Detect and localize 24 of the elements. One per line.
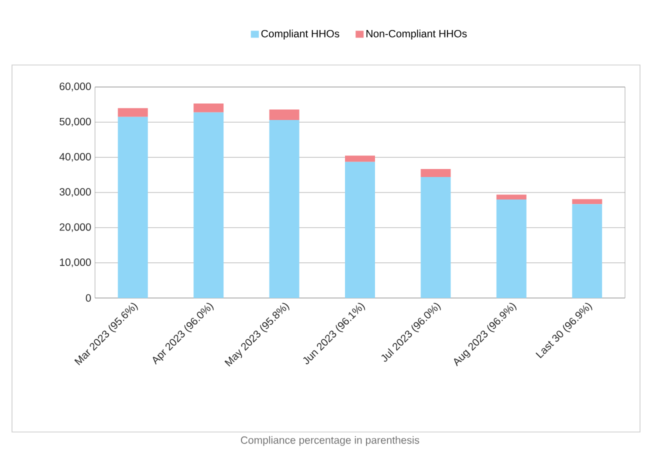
y-tick-label: 40,000 — [59, 153, 91, 162]
legend-label: Non-Compliant HHOs — [366, 30, 467, 40]
bar — [269, 110, 300, 120]
bar — [118, 108, 148, 117]
text: Compliance percentage in parenthesis — [240, 436, 420, 446]
bar — [345, 156, 376, 162]
legend-label: Compliant HHOs — [261, 30, 340, 40]
y-tick-label: 50,000 — [60, 118, 91, 127]
bar — [194, 104, 224, 112]
bar — [572, 199, 602, 204]
bar — [420, 168, 451, 178]
bar — [118, 116, 148, 298]
y-tick-label: 60,000 — [60, 82, 91, 92]
bar — [496, 194, 526, 200]
bar — [194, 112, 224, 298]
y-tick-label: 0 — [86, 294, 91, 302]
bar — [420, 177, 451, 298]
bar — [496, 200, 526, 298]
bar — [269, 120, 300, 298]
y-tick-label: 10,000 — [60, 258, 91, 268]
bar — [345, 162, 376, 298]
y-tick-label: 20,000 — [60, 223, 91, 232]
bar — [572, 204, 602, 298]
y-tick-label: 30,000 — [60, 188, 91, 197]
